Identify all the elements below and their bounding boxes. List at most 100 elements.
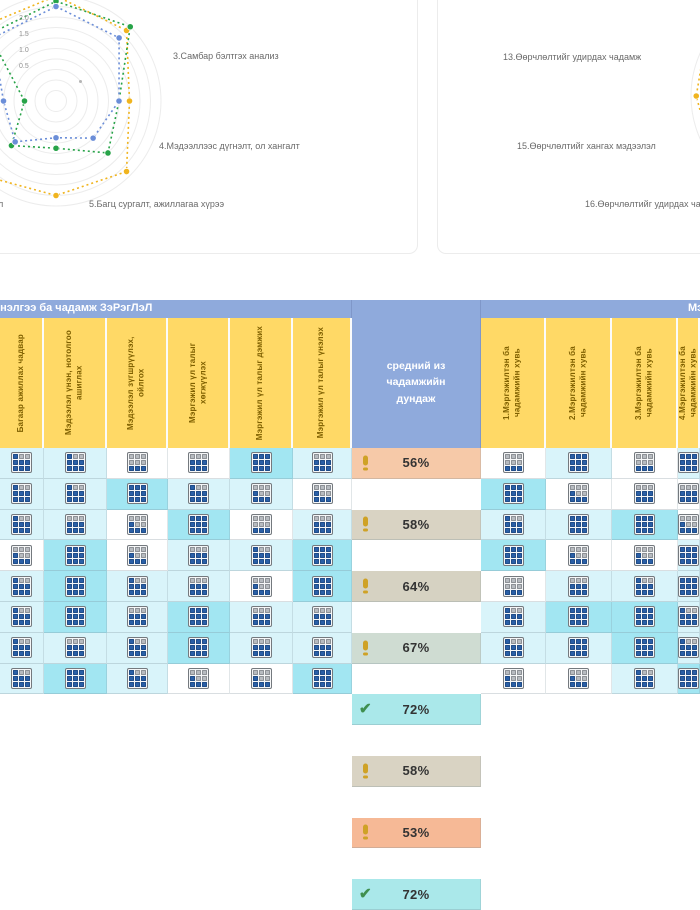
table-cell[interactable] [44, 509, 107, 541]
table-cell[interactable] [0, 663, 44, 695]
table-cell[interactable] [44, 571, 107, 602]
table-cell[interactable] [0, 509, 44, 541]
table-cell[interactable] [546, 663, 612, 695]
column-header[interactable]: Мэргэжил үл талыг дэмжих [230, 318, 293, 448]
table-cell[interactable] [678, 509, 700, 541]
percent-cell[interactable]: 53% [352, 817, 481, 849]
table-cell[interactable] [230, 663, 293, 695]
table-cell[interactable] [44, 632, 107, 664]
table-cell[interactable] [44, 540, 107, 572]
table-cell[interactable] [546, 478, 612, 510]
table-cell[interactable] [168, 602, 230, 633]
table-cell[interactable] [678, 663, 700, 695]
table-cell[interactable] [678, 478, 700, 510]
table-cell[interactable] [678, 571, 700, 602]
table-cell[interactable] [107, 663, 168, 695]
table-cell[interactable] [0, 602, 44, 633]
table-cell[interactable] [168, 509, 230, 541]
percent-cell[interactable]: 58% [352, 755, 481, 787]
percent-cell[interactable]: ✔ 72% [352, 694, 481, 726]
table-cell[interactable] [230, 540, 293, 572]
table-cell[interactable] [230, 602, 293, 633]
table-cell[interactable] [230, 509, 293, 541]
column-header[interactable]: Мэргэжил үл талыг үнэлэх [293, 318, 352, 448]
table-cell[interactable] [293, 448, 352, 479]
table-cell[interactable] [481, 540, 546, 572]
table-cell[interactable] [612, 602, 678, 633]
table-cell[interactable] [546, 540, 612, 572]
table-cell[interactable] [678, 448, 700, 479]
table-cell[interactable] [612, 663, 678, 695]
table-cell[interactable] [293, 663, 352, 695]
table-cell[interactable] [168, 478, 230, 510]
table-cell[interactable] [230, 571, 293, 602]
table-cell[interactable] [546, 448, 612, 479]
column-header[interactable]: 1.Мэргэжилтэн ба чадамжийн хувь [481, 318, 546, 448]
table-cell[interactable] [230, 632, 293, 664]
percent-cell[interactable]: ✔ 72% [352, 879, 481, 910]
table-cell[interactable] [612, 478, 678, 510]
percent-cell[interactable]: 64% [352, 571, 481, 602]
table-cell[interactable] [168, 632, 230, 664]
table-cell[interactable] [0, 448, 44, 479]
table-cell[interactable] [293, 540, 352, 572]
table-cell[interactable] [293, 602, 352, 633]
percent-value: 72% [402, 886, 430, 902]
table-cell[interactable] [44, 602, 107, 633]
table-cell[interactable] [678, 540, 700, 572]
table-cell[interactable] [107, 509, 168, 541]
table-cell[interactable] [168, 448, 230, 479]
table-cell[interactable] [481, 663, 546, 695]
table-cell[interactable] [230, 478, 293, 510]
percent-cell[interactable]: 58% [352, 509, 481, 541]
column-header[interactable]: Багаар ажиллах чадвар [0, 318, 44, 448]
table-cell[interactable] [293, 478, 352, 510]
table-cell[interactable] [293, 509, 352, 541]
table-cell[interactable] [481, 478, 546, 510]
table-cell[interactable] [612, 632, 678, 664]
column-header[interactable]: 2.Мэргэжилтэн ба чадамжийн хувь [546, 318, 612, 448]
table-cell[interactable] [481, 509, 546, 541]
table-cell[interactable] [546, 602, 612, 633]
table-cell[interactable] [107, 632, 168, 664]
table-cell[interactable] [612, 571, 678, 602]
table-cell[interactable] [612, 448, 678, 479]
column-header[interactable]: 3.Мэргэжилтэн ба чадамжийн хувь [612, 318, 678, 448]
table-cell[interactable] [107, 540, 168, 572]
table-cell[interactable] [168, 571, 230, 602]
table-cell[interactable] [678, 602, 700, 633]
table-cell[interactable] [44, 448, 107, 479]
table-cell[interactable] [168, 663, 230, 695]
table-cell[interactable] [481, 571, 546, 602]
table-cell[interactable] [168, 540, 230, 572]
percent-cell[interactable]: 67% [352, 632, 481, 664]
table-cell[interactable] [0, 478, 44, 510]
table-cell[interactable] [546, 632, 612, 664]
table-cell[interactable] [107, 448, 168, 479]
table-cell[interactable] [0, 540, 44, 572]
table-cell[interactable] [293, 571, 352, 602]
table-cell[interactable] [612, 509, 678, 541]
table-cell[interactable] [44, 663, 107, 695]
percent-cell[interactable]: 56% [352, 448, 481, 479]
table-cell[interactable] [107, 602, 168, 633]
table-cell[interactable] [481, 602, 546, 633]
table-cell[interactable] [612, 540, 678, 572]
table-cell[interactable] [0, 571, 44, 602]
table-cell[interactable] [481, 632, 546, 664]
table-cell[interactable] [107, 571, 168, 602]
column-header[interactable]: Мэдээлэл зүгшрүүлэх, ойлгох [107, 318, 168, 448]
table-cell[interactable] [44, 478, 107, 510]
table-cell[interactable] [230, 448, 293, 479]
table-cell[interactable] [546, 509, 612, 541]
percent-column-header[interactable]: средний из чадамжийн дундаж [352, 318, 481, 448]
table-cell[interactable] [107, 478, 168, 510]
table-cell[interactable] [293, 632, 352, 664]
table-cell[interactable] [678, 632, 700, 664]
column-header[interactable]: Мэргэжил үл талыг хөгжүүлэх [168, 318, 230, 448]
table-cell[interactable] [546, 571, 612, 602]
table-cell[interactable] [481, 448, 546, 479]
column-header[interactable]: 4.Мэргэжилтэн ба чадамжийн хувь [678, 318, 700, 448]
table-cell[interactable] [0, 632, 44, 664]
column-header[interactable]: Мэдээлэл үнэн, нотолгоо ашиглах [44, 318, 107, 448]
